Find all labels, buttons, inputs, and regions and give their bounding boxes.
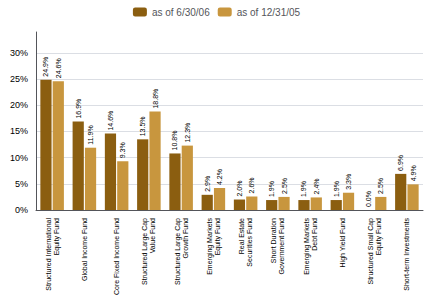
svg-text:Structured Large Cap: Structured Large Cap — [174, 218, 182, 285]
svg-text:3.3%: 3.3% — [345, 174, 352, 190]
svg-text:Equity Fund: Equity Fund — [214, 218, 222, 255]
svg-text:24.6%: 24.6% — [55, 58, 62, 78]
svg-text:Equity Fund: Equity Fund — [375, 218, 383, 255]
svg-text:Short-term Investments: Short-term Investments — [403, 218, 410, 291]
svg-text:Equity Fund: Equity Fund — [53, 218, 61, 255]
svg-text:Global Income Fund: Global Income Fund — [81, 218, 88, 281]
svg-text:14.6%: 14.6% — [107, 111, 114, 131]
svg-text:Structured Large Cap: Structured Large Cap — [141, 218, 149, 285]
svg-text:2.4%: 2.4% — [313, 178, 320, 194]
svg-text:0.0%: 0.0% — [365, 191, 372, 207]
svg-text:2.6%: 2.6% — [248, 177, 255, 193]
svg-text:4.2%: 4.2% — [216, 169, 223, 185]
svg-text:20%: 20% — [10, 100, 28, 110]
svg-text:Growth Fund: Growth Fund — [182, 218, 189, 259]
svg-text:Emerging Markets: Emerging Markets — [303, 218, 311, 275]
svg-text:11.9%: 11.9% — [87, 125, 94, 144]
svg-text:15%: 15% — [10, 126, 28, 136]
svg-text:Emerging Markets: Emerging Markets — [206, 218, 214, 275]
svg-text:1.9%: 1.9% — [268, 181, 275, 197]
svg-text:Debt Fund: Debt Fund — [311, 218, 318, 251]
svg-text:1.9%: 1.9% — [333, 181, 340, 197]
svg-text:10.8%: 10.8% — [171, 131, 178, 151]
svg-text:2.5%: 2.5% — [377, 178, 384, 194]
svg-text:Structured Small Cap: Structured Small Cap — [367, 218, 375, 285]
svg-text:2.5%: 2.5% — [281, 178, 288, 194]
svg-text:25%: 25% — [10, 74, 28, 84]
svg-text:Securities Fund: Securities Fund — [246, 218, 253, 267]
svg-text:16.9%: 16.9% — [75, 99, 82, 119]
svg-text:as of 6/30/06: as of 6/30/06 — [152, 7, 210, 18]
svg-text:Core Fixed Income Fund: Core Fixed Income Fund — [113, 218, 120, 295]
svg-text:13.5%: 13.5% — [139, 116, 146, 136]
svg-text:Structured International: Structured International — [45, 218, 52, 291]
svg-text:4.9%: 4.9% — [410, 165, 417, 181]
svg-text:12.3%: 12.3% — [184, 123, 191, 143]
svg-text:18.8%: 18.8% — [152, 89, 159, 109]
svg-text:2.0%: 2.0% — [236, 181, 243, 197]
svg-text:1.9%: 1.9% — [300, 181, 307, 197]
svg-text:Government Fund: Government Fund — [278, 218, 285, 275]
svg-text:0%: 0% — [15, 205, 28, 215]
svg-text:9.3%: 9.3% — [119, 142, 126, 158]
svg-text:Value Fund: Value Fund — [149, 218, 156, 253]
svg-text:30%: 30% — [10, 48, 28, 58]
svg-text:as of 12/31/05: as of 12/31/05 — [237, 7, 301, 18]
svg-text:10%: 10% — [10, 153, 28, 163]
svg-text:High Yield Fund: High Yield Fund — [339, 218, 347, 268]
svg-text:2.9%: 2.9% — [204, 176, 211, 192]
svg-text:24.9%: 24.9% — [42, 57, 49, 77]
svg-text:Short Duration: Short Duration — [270, 218, 277, 263]
svg-text:6.9%: 6.9% — [397, 155, 404, 171]
svg-text:Real Estate: Real Estate — [238, 218, 245, 254]
svg-text:5%: 5% — [15, 179, 28, 189]
